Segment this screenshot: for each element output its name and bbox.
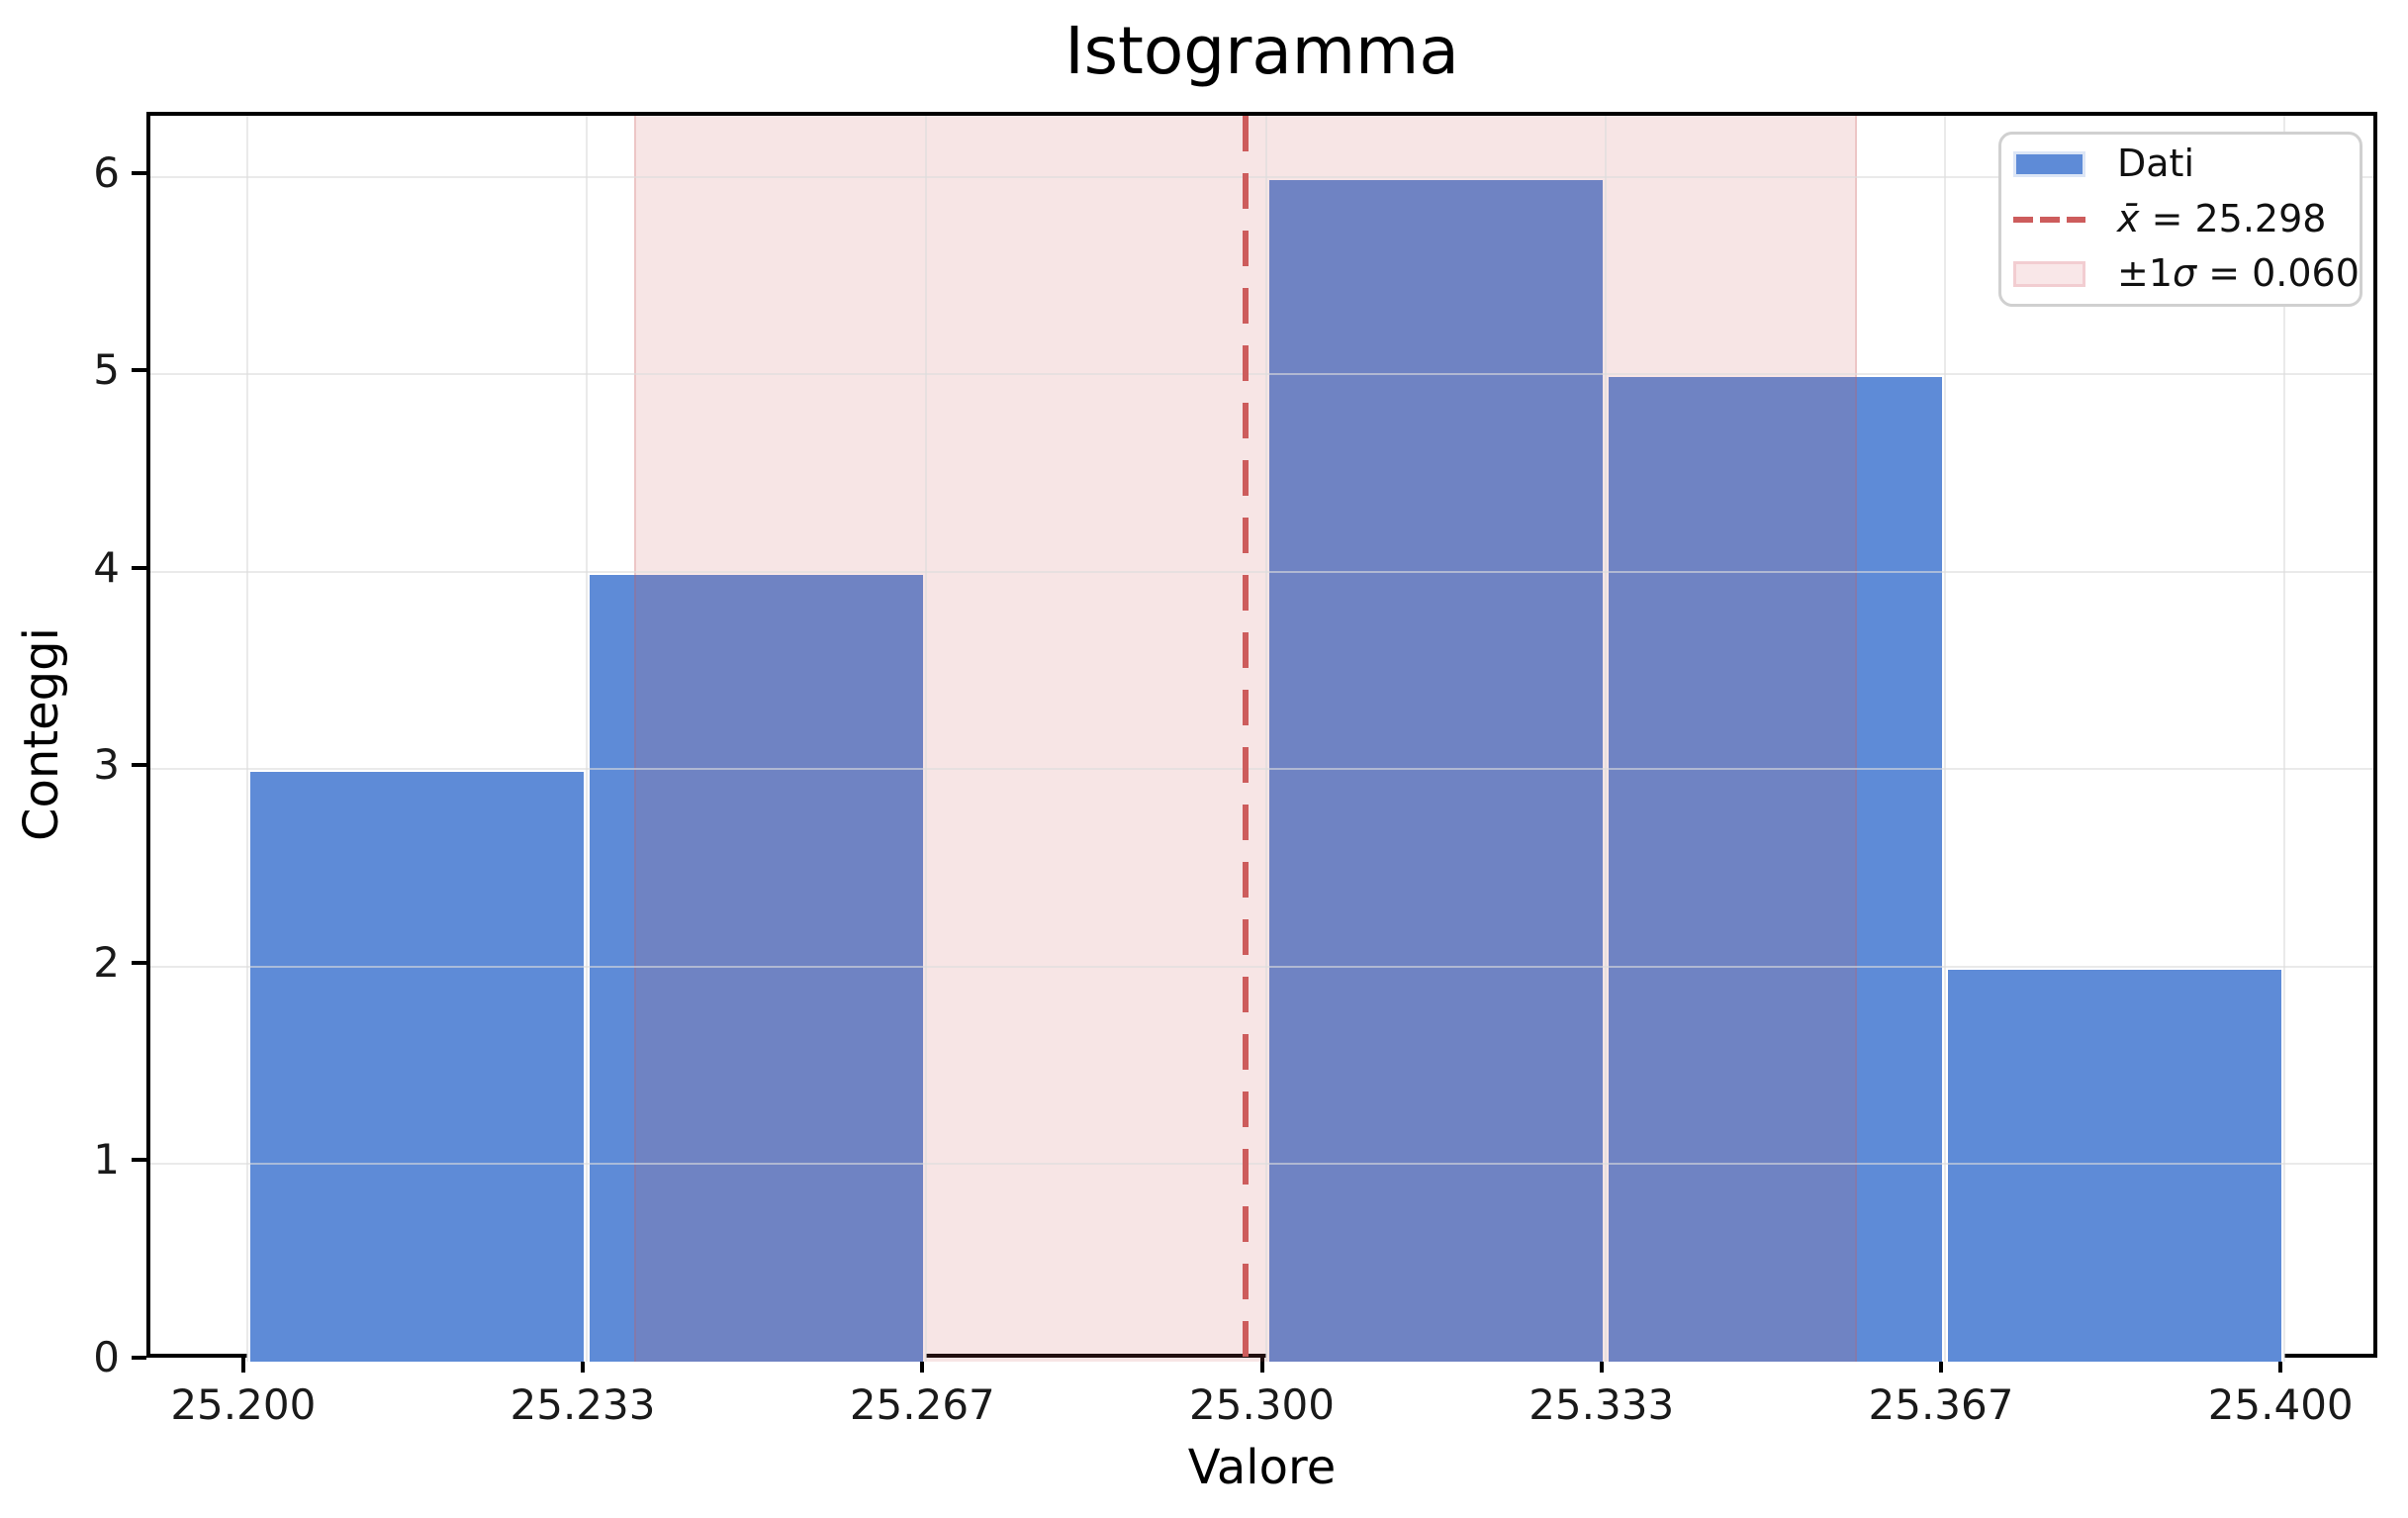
legend-item-sigma: ±1σ = 0.060 <box>2013 248 2360 300</box>
y-axis-label: Conteggi <box>14 627 69 841</box>
y-tick-label: 2 <box>93 937 120 987</box>
y-tick-mark <box>132 368 146 373</box>
grid-line-horizontal <box>150 373 2373 376</box>
y-tick-label: 3 <box>93 740 120 790</box>
legend-swatch-dati <box>2013 150 2085 177</box>
grid-line-vertical <box>925 116 928 1362</box>
chart-title: Istogramma <box>1065 13 1459 89</box>
y-tick-mark <box>132 1158 146 1163</box>
y-tick-label: 6 <box>93 147 120 197</box>
y-tick-mark <box>132 1356 146 1360</box>
grid-line-vertical <box>2283 116 2286 1362</box>
grid-line-vertical <box>245 116 248 1362</box>
x-tick-mark <box>1938 1358 1943 1373</box>
x-tick-mark <box>920 1358 925 1373</box>
grid-line-horizontal <box>150 175 2373 178</box>
y-tick-label: 5 <box>93 345 120 395</box>
grid-line-vertical <box>1264 116 1267 1362</box>
y-tick-label: 4 <box>93 542 120 592</box>
y-tick-mark <box>132 565 146 570</box>
legend-swatch-sigma-band <box>2013 261 2085 288</box>
legend-label-sigma: ±1σ = 0.060 <box>2117 251 2360 296</box>
legend-swatch-mean-dashed-line <box>2013 216 2085 223</box>
grid-line-vertical <box>586 116 588 1362</box>
y-tick-label: 1 <box>93 1135 120 1185</box>
legend-label-mean: x̄ = 25.298 <box>2117 196 2327 240</box>
legend: Dati x̄ = 25.298 ±1σ = 0.060 <box>1998 132 2362 307</box>
x-tick-label: 25.300 <box>1189 1380 1335 1429</box>
x-tick-label: 25.367 <box>1868 1380 2014 1429</box>
grid-line-horizontal <box>150 965 2373 968</box>
y-tick-mark <box>132 763 146 768</box>
y-tick-mark <box>132 960 146 965</box>
legend-item-dati: Dati <box>2013 139 2360 190</box>
grid-line-horizontal <box>150 570 2373 573</box>
x-tick-label: 25.200 <box>170 1380 317 1429</box>
plot-area: Dati x̄ = 25.298 ±1σ = 0.060 <box>146 112 2377 1362</box>
x-tick-mark <box>1259 1358 1264 1373</box>
grid-line-horizontal <box>150 1163 2373 1166</box>
grid-line-vertical <box>1604 116 1607 1362</box>
mean-line <box>1242 116 1249 1362</box>
histogram-bar <box>1605 374 1945 1362</box>
x-tick-label: 25.400 <box>2207 1380 2354 1429</box>
legend-item-mean: x̄ = 25.298 <box>2013 194 2360 245</box>
x-tick-mark <box>1599 1358 1604 1373</box>
x-tick-mark <box>240 1358 245 1373</box>
grid-line-horizontal <box>150 768 2373 771</box>
x-tick-mark <box>2278 1358 2283 1373</box>
x-tick-label: 25.233 <box>509 1380 656 1429</box>
grid-line-vertical <box>1943 116 1946 1362</box>
legend-label-dati: Dati <box>2117 141 2195 185</box>
x-tick-label: 25.267 <box>849 1380 995 1429</box>
x-tick-mark <box>581 1358 585 1373</box>
histogram-bar <box>246 769 587 1362</box>
x-axis-label: Valore <box>1187 1440 1337 1495</box>
y-tick-label: 0 <box>93 1333 120 1381</box>
x-tick-label: 25.333 <box>1528 1380 1675 1429</box>
y-tick-mark <box>132 170 146 175</box>
